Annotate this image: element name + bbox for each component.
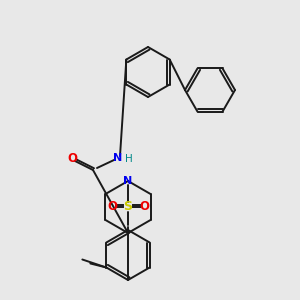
Text: O: O [107, 200, 117, 214]
Text: S: S [124, 200, 133, 214]
Text: O: O [67, 152, 77, 164]
Text: N: N [123, 176, 133, 186]
Text: N: N [113, 153, 123, 163]
Text: H: H [125, 154, 133, 164]
Text: O: O [139, 200, 149, 214]
